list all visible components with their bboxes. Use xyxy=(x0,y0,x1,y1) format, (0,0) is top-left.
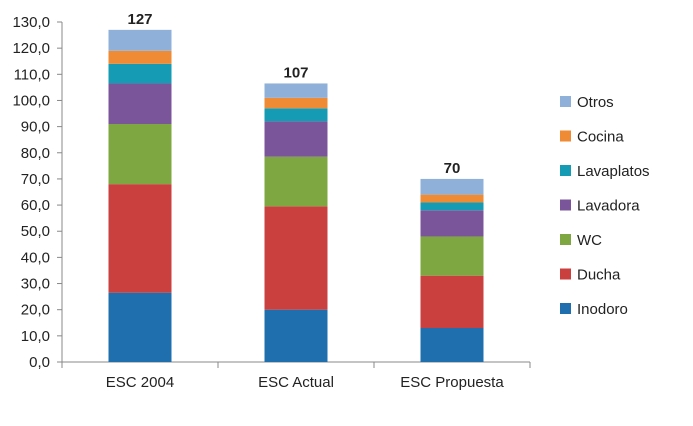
legend-label: WC xyxy=(577,232,602,249)
legend-label: Inodoro xyxy=(577,301,628,318)
x-tick-label: ESC Propuesta xyxy=(400,374,504,391)
bar-segment-ducha xyxy=(264,206,328,310)
bar-segment-lavaplatos xyxy=(108,63,172,84)
bar-segment-inodoro xyxy=(264,309,328,362)
y-tick-label: 100,0 xyxy=(12,92,50,109)
legend-label: Cocina xyxy=(577,129,624,146)
bar-segment-otros xyxy=(420,178,484,195)
legend-swatch xyxy=(560,303,571,314)
legend-swatch xyxy=(560,96,571,107)
y-tick-label: 60,0 xyxy=(21,197,50,214)
y-axis: 0,0 10,0 20,0 30,0 40,0 50,0 60,0 70,0 80,0 90,0 1… xyxy=(12,14,63,371)
bar-segment-lavaplatos xyxy=(420,202,484,211)
bar-totals: 127 107 70 xyxy=(127,11,460,177)
y-tick-label: 80,0 xyxy=(21,145,50,162)
legend-label: Otros xyxy=(577,94,614,111)
y-tick-label: 10,0 xyxy=(21,328,50,345)
y-tick-label: 20,0 xyxy=(21,302,50,319)
y-tick-label: 120,0 xyxy=(12,40,50,57)
bar-total-label: 107 xyxy=(283,64,308,81)
bar-segment-lavaplatos xyxy=(264,108,328,122)
legend-label: Ducha xyxy=(577,267,621,284)
y-tick-label: 130,0 xyxy=(12,14,50,31)
legend-swatch xyxy=(560,268,571,280)
x-tick-label: ESC Actual xyxy=(258,374,334,391)
bar-segment-inodoro xyxy=(108,292,172,362)
bar-segment-cocina xyxy=(264,97,328,109)
bar-segment-otros xyxy=(108,29,172,51)
y-tick-label: 90,0 xyxy=(21,119,50,136)
bar-total-label: 70 xyxy=(444,160,461,177)
legend-swatch xyxy=(560,165,571,176)
bar-segment-otros xyxy=(264,83,328,98)
y-tick-label: 110,0 xyxy=(14,66,50,83)
bar-segment-ducha xyxy=(108,184,172,293)
bar-segment-inodoro xyxy=(420,328,484,362)
legend-label: Lavaplatos xyxy=(577,163,650,180)
y-tick-label: 0,0 xyxy=(29,354,50,371)
legend-swatch xyxy=(560,234,571,245)
bar-segment-lavadora xyxy=(108,83,172,124)
legend: Otros Cocina Lavaplatos Lavadora WC Ducha Inod… xyxy=(560,94,650,318)
y-tick-label: 30,0 xyxy=(21,276,50,293)
bar-segment-lavadora xyxy=(264,121,328,157)
legend-swatch xyxy=(560,130,571,142)
y-tick-label: 40,0 xyxy=(21,249,50,266)
bar-segment-ducha xyxy=(420,275,484,328)
bars xyxy=(108,29,484,362)
bar-total-label: 127 xyxy=(127,11,152,28)
bar-segment-wc xyxy=(420,236,484,276)
legend-swatch xyxy=(560,199,571,211)
y-tick-label: 70,0 xyxy=(21,171,50,188)
bar-segment-cocina xyxy=(420,194,484,203)
bar-segment-cocina xyxy=(108,50,172,64)
bar-segment-lavadora xyxy=(420,210,484,237)
bar-segment-wc xyxy=(108,124,172,185)
x-tick-label: ESC 2004 xyxy=(106,374,174,391)
bar-segment-wc xyxy=(264,156,328,207)
legend-label: Lavadora xyxy=(577,198,640,215)
y-tick-label: 50,0 xyxy=(21,223,50,240)
x-axis: ESC 2004 ESC Actual ESC Propuesta xyxy=(61,361,531,391)
